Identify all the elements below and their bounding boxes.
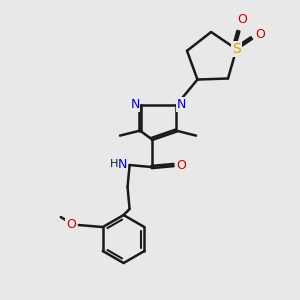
Text: O: O	[66, 218, 76, 230]
Text: N: N	[176, 98, 186, 111]
Text: N: N	[118, 158, 127, 170]
Text: O: O	[238, 13, 248, 26]
Text: H: H	[110, 159, 118, 169]
Text: S: S	[232, 42, 241, 56]
Text: O: O	[256, 28, 266, 40]
Text: N: N	[130, 98, 140, 111]
Text: O: O	[177, 158, 187, 172]
